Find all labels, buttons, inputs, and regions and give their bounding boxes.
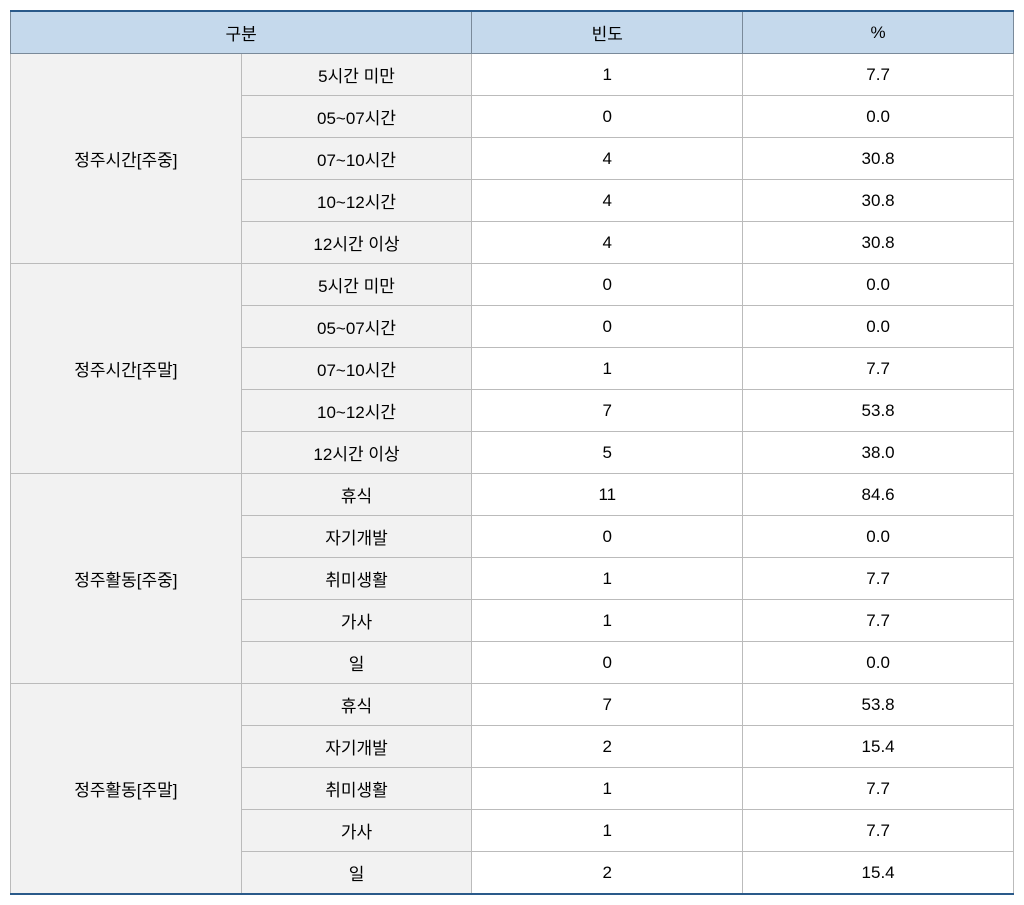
percent-cell: 0.0	[743, 96, 1014, 138]
subcategory-cell: 휴식	[241, 684, 472, 726]
table-row: 정주활동[주말]휴식753.8	[11, 684, 1014, 726]
table-row: 정주시간[주중]5시간 미만17.7	[11, 54, 1014, 96]
subcategory-cell: 10~12시간	[241, 180, 472, 222]
frequency-cell: 1	[472, 810, 743, 852]
frequency-cell: 1	[472, 768, 743, 810]
table-body: 정주시간[주중]5시간 미만17.705~07시간00.007~10시간430.…	[11, 54, 1014, 895]
frequency-cell: 4	[472, 222, 743, 264]
subcategory-cell: 일	[241, 642, 472, 684]
subcategory-cell: 05~07시간	[241, 306, 472, 348]
percent-cell: 84.6	[743, 474, 1014, 516]
frequency-cell: 0	[472, 642, 743, 684]
frequency-cell: 0	[472, 516, 743, 558]
subcategory-cell: 5시간 미만	[241, 264, 472, 306]
subcategory-cell: 가사	[241, 600, 472, 642]
subcategory-cell: 05~07시간	[241, 96, 472, 138]
percent-cell: 30.8	[743, 222, 1014, 264]
header-percent: %	[743, 11, 1014, 54]
category-cell: 정주시간[주말]	[11, 264, 242, 474]
subcategory-cell: 일	[241, 852, 472, 895]
subcategory-cell: 10~12시간	[241, 390, 472, 432]
subcategory-cell: 12시간 이상	[241, 432, 472, 474]
frequency-cell: 1	[472, 600, 743, 642]
percent-cell: 7.7	[743, 348, 1014, 390]
subcategory-cell: 07~10시간	[241, 138, 472, 180]
percent-cell: 7.7	[743, 54, 1014, 96]
subcategory-cell: 자기개발	[241, 726, 472, 768]
percent-cell: 7.7	[743, 810, 1014, 852]
frequency-cell: 11	[472, 474, 743, 516]
frequency-cell: 2	[472, 852, 743, 895]
percent-cell: 53.8	[743, 390, 1014, 432]
table-row: 정주시간[주말]5시간 미만00.0	[11, 264, 1014, 306]
percent-cell: 30.8	[743, 138, 1014, 180]
header-frequency: 빈도	[472, 11, 743, 54]
table-header: 구분 빈도 %	[11, 11, 1014, 54]
percent-cell: 15.4	[743, 852, 1014, 895]
percent-cell: 0.0	[743, 264, 1014, 306]
percent-cell: 0.0	[743, 306, 1014, 348]
table-row: 정주활동[주중]휴식1184.6	[11, 474, 1014, 516]
frequency-cell: 0	[472, 264, 743, 306]
frequency-cell: 4	[472, 138, 743, 180]
data-table: 구분 빈도 % 정주시간[주중]5시간 미만17.705~07시간00.007~…	[10, 10, 1014, 895]
category-cell: 정주활동[주중]	[11, 474, 242, 684]
subcategory-cell: 5시간 미만	[241, 54, 472, 96]
subcategory-cell: 취미생활	[241, 558, 472, 600]
percent-cell: 0.0	[743, 516, 1014, 558]
percent-cell: 7.7	[743, 600, 1014, 642]
subcategory-cell: 가사	[241, 810, 472, 852]
subcategory-cell: 12시간 이상	[241, 222, 472, 264]
subcategory-cell: 07~10시간	[241, 348, 472, 390]
category-cell: 정주시간[주중]	[11, 54, 242, 264]
frequency-cell: 7	[472, 390, 743, 432]
percent-cell: 30.8	[743, 180, 1014, 222]
frequency-cell: 5	[472, 432, 743, 474]
percent-cell: 53.8	[743, 684, 1014, 726]
frequency-cell: 0	[472, 306, 743, 348]
percent-cell: 15.4	[743, 726, 1014, 768]
subcategory-cell: 자기개발	[241, 516, 472, 558]
header-category: 구분	[11, 11, 472, 54]
frequency-cell: 1	[472, 348, 743, 390]
frequency-cell: 7	[472, 684, 743, 726]
subcategory-cell: 휴식	[241, 474, 472, 516]
frequency-cell: 4	[472, 180, 743, 222]
subcategory-cell: 취미생활	[241, 768, 472, 810]
category-cell: 정주활동[주말]	[11, 684, 242, 895]
percent-cell: 38.0	[743, 432, 1014, 474]
frequency-cell: 1	[472, 558, 743, 600]
frequency-cell: 0	[472, 96, 743, 138]
percent-cell: 7.7	[743, 768, 1014, 810]
percent-cell: 7.7	[743, 558, 1014, 600]
frequency-cell: 2	[472, 726, 743, 768]
frequency-cell: 1	[472, 54, 743, 96]
percent-cell: 0.0	[743, 642, 1014, 684]
